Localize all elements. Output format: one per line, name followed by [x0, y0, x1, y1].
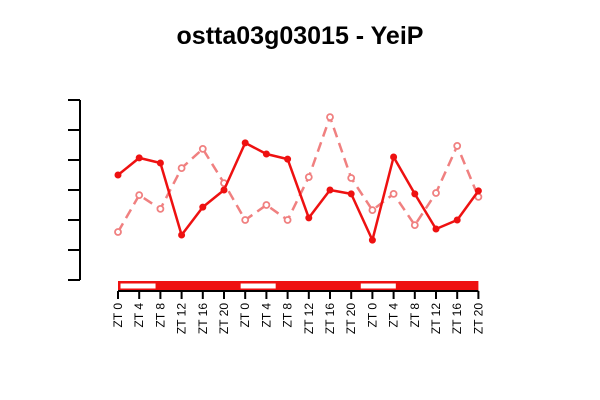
- series-solid-point: [390, 153, 398, 161]
- x-tick-label: ZT 0: [111, 303, 125, 328]
- series-dashed-point: [453, 141, 462, 150]
- x-tick-label: ZT 20: [344, 303, 358, 334]
- x-tick-label: ZT 8: [408, 303, 422, 328]
- series-solid-point: [305, 214, 313, 222]
- series-solid-point: [241, 139, 249, 147]
- series-dashed-point: [198, 144, 207, 153]
- series-dashed-point: [241, 216, 250, 224]
- series-solid-line: [117, 141, 480, 242]
- series-solid-point: [199, 203, 207, 211]
- x-tick-label: ZT 0: [365, 303, 379, 328]
- series-solid-point: [326, 186, 334, 194]
- series-dashed-point: [135, 191, 144, 200]
- series-dashed-point: [114, 228, 122, 236]
- series-solid-point: [114, 171, 122, 179]
- series-dashed-point: [368, 206, 377, 215]
- series-solid-point: [262, 150, 270, 158]
- series-dashed-point: [283, 216, 292, 224]
- x-tick-label: ZT 8: [153, 303, 167, 328]
- series-dashed-point: [410, 221, 419, 230]
- series-dashed-point: [389, 189, 398, 198]
- series-solid-point: [368, 236, 376, 244]
- series-dashed-point: [304, 173, 313, 182]
- series-dashed-point: [177, 164, 186, 173]
- series-dashed-point: [347, 174, 356, 182]
- series-solid-point: [432, 225, 440, 233]
- series-dashed-line: [116, 115, 480, 233]
- series-solid-point: [135, 154, 143, 162]
- x-tick-label: ZT 12: [429, 303, 443, 334]
- series-solid-point: [347, 190, 355, 198]
- series-dashed-point: [156, 204, 165, 213]
- series-dashed-point: [326, 113, 334, 121]
- series-solid-point: [178, 231, 186, 239]
- light-period-segment: [240, 283, 276, 289]
- x-tick-label: ZT 20: [471, 303, 485, 334]
- x-tick-label: ZT 16: [323, 303, 337, 334]
- series-solid-point: [284, 155, 292, 163]
- x-tick-label: ZT 16: [450, 303, 464, 334]
- light-period-segment: [120, 283, 156, 289]
- series-dashed-point: [432, 189, 440, 197]
- x-tick-label: ZT 12: [302, 303, 316, 334]
- x-tick-label: ZT 0: [238, 303, 252, 328]
- x-tick-label: ZT 4: [259, 303, 273, 328]
- x-tick-label: ZT 4: [387, 303, 401, 328]
- series-solid-point: [474, 187, 482, 195]
- series-solid-point: [453, 216, 461, 224]
- series-solid-point: [411, 190, 419, 198]
- x-tick-label: ZT 16: [196, 303, 210, 334]
- series-solid-point: [156, 159, 164, 167]
- light-period-segment: [360, 283, 396, 289]
- x-tick-label: ZT 4: [132, 303, 146, 328]
- x-tick-label: ZT 20: [217, 303, 231, 334]
- series-solid-point: [220, 186, 228, 194]
- x-tick-label: ZT 8: [281, 303, 295, 328]
- light-dark-bar: [118, 281, 479, 291]
- series-dashed-point: [262, 201, 271, 209]
- chart-title: ostta03g03015 - YeiP: [176, 22, 424, 50]
- x-tick-label: ZT 12: [175, 303, 189, 334]
